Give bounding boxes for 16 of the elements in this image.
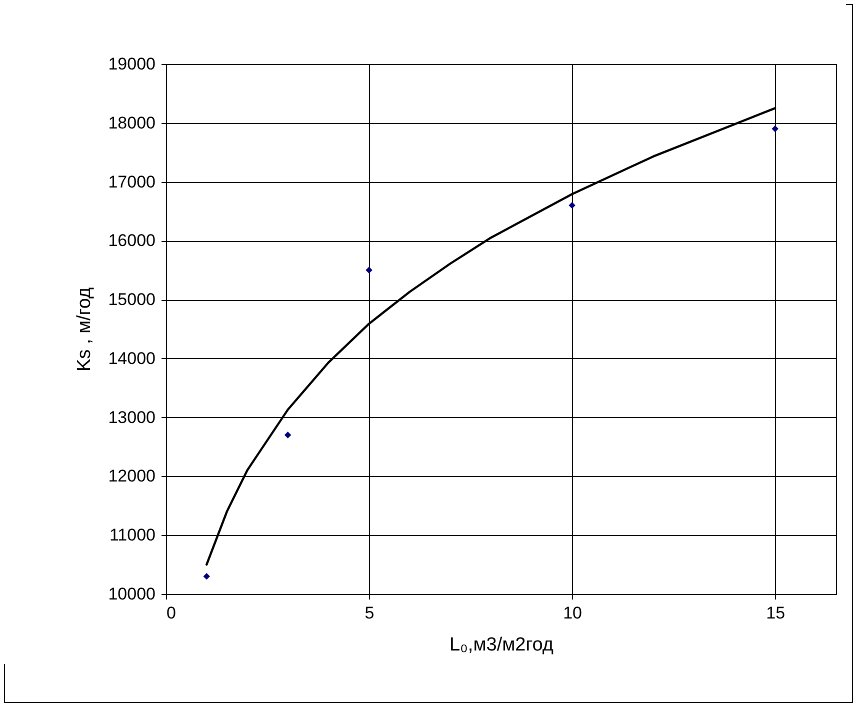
x-axis-title: L₀,м3/м2год xyxy=(449,634,554,656)
x-tick-label: 15 xyxy=(766,604,786,622)
y-tick-label: 18000 xyxy=(108,113,156,132)
y-tick-label: 13000 xyxy=(108,408,156,427)
y-tick-label: 12000 xyxy=(108,466,156,486)
y-tick-label: 15000 xyxy=(108,290,156,310)
y-tick-label: 11000 xyxy=(109,526,156,545)
x-tick-label: 0 xyxy=(166,604,176,622)
y-tick-label: 16000 xyxy=(108,231,156,250)
x-tick-label: 10 xyxy=(563,604,582,622)
y-tick-label: 17000 xyxy=(108,172,156,192)
x-tick-label: 5 xyxy=(364,604,374,622)
y-tick-label: 10000 xyxy=(108,584,156,604)
y-tick-label: 14000 xyxy=(108,348,156,368)
y-tick-label: 19000 xyxy=(108,54,156,74)
y-axis-title: Ks , м/год xyxy=(74,287,96,372)
